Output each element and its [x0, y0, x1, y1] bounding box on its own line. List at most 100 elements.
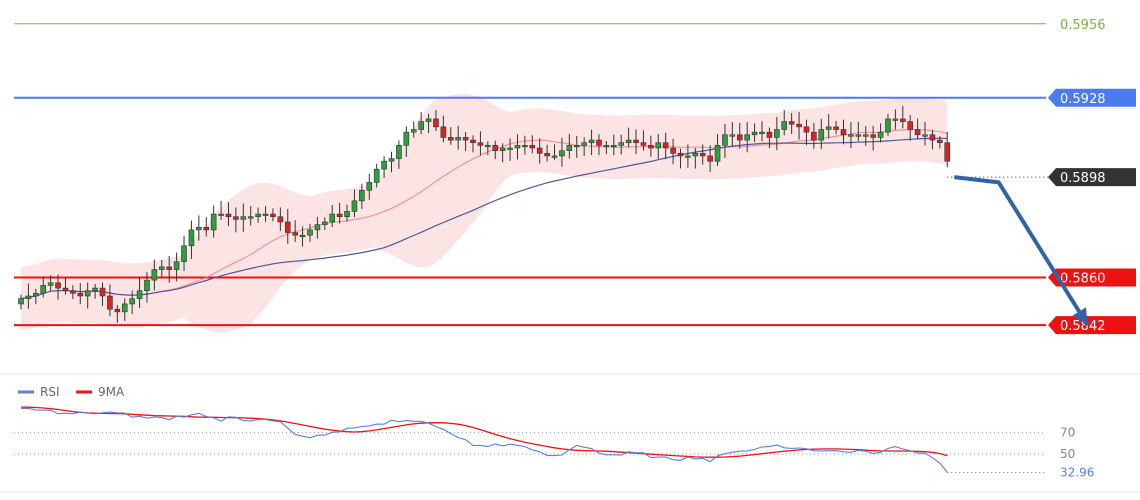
candle-body-bear — [670, 147, 676, 154]
candle — [707, 145, 713, 172]
candle-body-bull — [33, 293, 39, 297]
candle — [196, 215, 202, 241]
candle-body-bull — [262, 213, 269, 216]
candle — [314, 216, 321, 239]
candle — [922, 121, 928, 146]
candle — [403, 126, 410, 157]
candle-body-bull — [388, 158, 395, 162]
candle — [70, 285, 76, 300]
candle — [107, 284, 113, 317]
candle — [62, 278, 69, 295]
rsi-panel: RSI 9MA 70 50 32.96 — [0, 373, 1140, 493]
candle-body-bear — [447, 137, 454, 141]
candle-body-bull — [396, 145, 402, 159]
candle — [499, 143, 506, 163]
candle-body-bull — [196, 226, 202, 231]
candle — [351, 189, 358, 218]
candle — [610, 134, 617, 156]
rsi-ma9-line — [20, 406, 948, 458]
candle-body-bull — [751, 131, 758, 136]
candle — [759, 121, 765, 142]
candle-body-bull — [403, 131, 410, 146]
candle-body-bear — [62, 287, 69, 292]
candle-body-bull — [144, 279, 150, 292]
candle-body-bull — [92, 287, 98, 292]
candle-body-bull — [759, 131, 765, 134]
candle — [536, 138, 543, 164]
candle — [677, 148, 684, 169]
candle — [870, 125, 876, 151]
candle — [247, 206, 254, 226]
candle-body-bull — [655, 142, 662, 149]
candle-body-bear — [433, 118, 439, 128]
candle-body-bull — [210, 213, 217, 231]
candle — [796, 111, 802, 140]
candle-body-bear — [766, 131, 773, 138]
candle — [625, 127, 632, 148]
candle — [618, 134, 625, 155]
level-tag-text-0.5860: 0.5860 — [1060, 272, 1106, 287]
candle-body-bull — [322, 221, 328, 225]
candle-body-bull — [522, 145, 528, 148]
rsi-current-value: 32.96 — [1060, 465, 1094, 479]
candle — [218, 200, 224, 220]
candle-body-bull — [418, 121, 424, 130]
candle-body-bull — [551, 155, 558, 158]
candle — [33, 288, 39, 305]
candle-body-bull — [40, 285, 47, 294]
candle — [329, 205, 336, 228]
candle — [299, 226, 306, 247]
candle — [551, 144, 558, 161]
candle-body-bear — [77, 293, 84, 297]
candle — [559, 137, 565, 167]
candle — [699, 144, 706, 165]
candle-body-bear — [233, 216, 239, 220]
candle-body-bear — [840, 129, 847, 136]
candle — [729, 122, 736, 147]
candle — [262, 206, 269, 222]
candle-body-bear — [270, 213, 276, 218]
candle-body-bull — [410, 129, 417, 133]
candle — [944, 131, 951, 168]
candle — [855, 121, 862, 142]
candle — [722, 123, 728, 158]
candle-body-bull — [299, 234, 306, 238]
candle — [18, 294, 24, 310]
candle-body-bull — [618, 142, 625, 146]
candle — [225, 202, 232, 227]
candle-body-bear — [166, 266, 172, 270]
candle-body-bear — [470, 139, 476, 144]
candle — [744, 122, 750, 153]
candle — [144, 272, 150, 303]
candle-body-bull — [588, 139, 595, 144]
candle-body-bull — [247, 216, 254, 219]
candle-body-bull — [714, 145, 721, 162]
candle — [84, 282, 91, 309]
rsi-level-label-50: 50 — [1060, 447, 1075, 461]
candle — [55, 274, 61, 300]
candle — [373, 163, 380, 188]
candle-body-bull — [314, 224, 321, 231]
candle-body-bull — [603, 145, 610, 148]
candle-body-bull — [25, 295, 32, 299]
legend-label-9ma: 9MA — [98, 385, 125, 399]
candle-body-bull — [136, 290, 143, 299]
candle — [270, 208, 276, 222]
candle — [210, 205, 217, 238]
candle-body-bear — [596, 139, 602, 146]
candle-body-bull — [566, 145, 573, 151]
candle-body-bear — [492, 145, 499, 151]
candle — [581, 137, 587, 157]
legend-label-rsi: RSI — [40, 385, 60, 399]
candle-body-bull — [892, 118, 899, 121]
candle — [410, 121, 417, 138]
candle — [129, 290, 135, 315]
candle-body-bear — [99, 287, 106, 297]
level-tag-text-0.5842: 0.5842 — [1060, 319, 1106, 334]
candle-body-bear — [225, 213, 232, 218]
candle-body-bear — [870, 134, 876, 138]
candle-body-bull — [84, 290, 91, 297]
candle-body-bear — [707, 155, 713, 162]
candle-body-bear — [914, 129, 921, 136]
